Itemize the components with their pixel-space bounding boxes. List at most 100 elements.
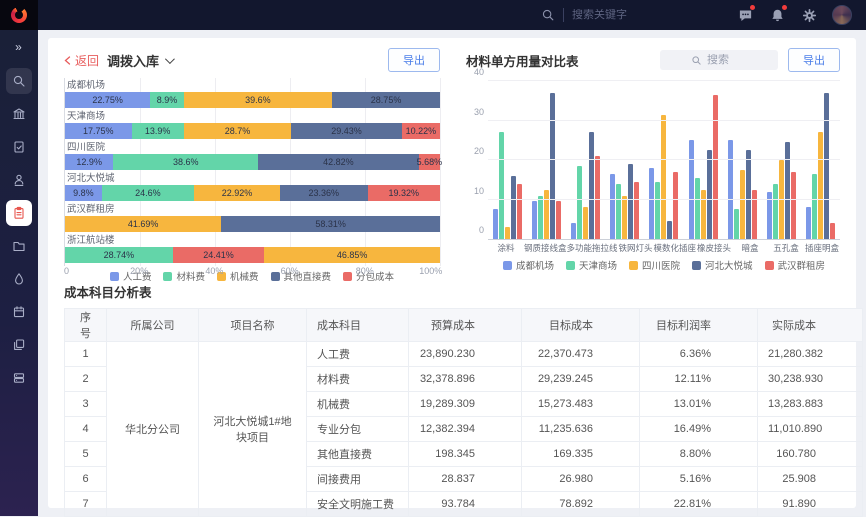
legend-item-分包成本[interactable]: 分包成本 [343, 269, 394, 283]
avatar[interactable] [832, 5, 852, 25]
legend-swatch [565, 260, 575, 270]
export-button-left[interactable]: 导出 [388, 48, 440, 72]
sidebar-item-ink-drop[interactable] [6, 266, 32, 292]
sidebar-item-clipboard[interactable] [6, 200, 32, 226]
gridline [215, 78, 216, 266]
bar-河北大悦城 [823, 92, 829, 239]
target-cell: 15,273.483 [521, 391, 640, 417]
x-tick-label: 40% [205, 266, 224, 276]
subject-cell: 间接费用 [306, 466, 409, 492]
bar-天津商场 [538, 195, 544, 239]
legend-item-人工费[interactable]: 人工费 [109, 269, 151, 283]
legend-item-四川医院[interactable]: 四川医院 [628, 258, 680, 272]
global-search[interactable] [541, 8, 682, 22]
bar-segment-材料费: 8.9% [150, 92, 184, 108]
bar-group-铁网灯头 [605, 82, 644, 239]
legend-item-其他直接费[interactable]: 其他直接费 [270, 269, 332, 283]
legend-item-天津商场[interactable]: 天津商场 [565, 258, 617, 272]
actual-cell: 91.890 [757, 491, 863, 517]
bar-河北大悦城 [667, 221, 673, 239]
bar-segment-材料费: 24.6% [101, 185, 194, 201]
legend-item-武汉群租房[interactable]: 武汉群租房 [764, 258, 825, 272]
legend-item-河北大悦城[interactable]: 河北大悦城 [692, 258, 753, 272]
bar-segment-机械费: 46.85% [264, 247, 440, 263]
table-row: 7 安全文明施工费 93.784 78.892 22.81% 91.890 [64, 491, 863, 517]
stacked-bar-row: 天津商场 17.75% 13.9% 28.7% 29.43% 10.22% [65, 111, 440, 139]
bar-四川医院 [739, 169, 745, 239]
message-icon[interactable] [736, 5, 755, 24]
bar-segment-材料费: 28.74% [65, 247, 173, 263]
row-index: 5 [64, 441, 107, 467]
bar-四川医院 [583, 207, 589, 239]
sidebar-item-database[interactable] [6, 365, 32, 391]
grouped-chart-title: 材料单方用量对比表 [466, 54, 579, 69]
sidebar-item-bank[interactable] [6, 101, 32, 127]
legend-swatch [628, 260, 638, 270]
gridline [365, 78, 366, 266]
bar-武汉群租房 [595, 156, 601, 239]
bar-group-涂料 [488, 82, 527, 239]
sidebar-item-document-check[interactable] [6, 134, 32, 160]
chevron-down-icon[interactable] [164, 53, 175, 64]
actual-cell: 21,280.382 [757, 341, 863, 367]
bar-武汉群租房 [712, 94, 718, 239]
legend-item-成都机场[interactable]: 成都机场 [502, 258, 554, 272]
sidebar-item-search[interactable] [6, 68, 32, 94]
x-tick-label: 20% [130, 266, 149, 276]
bar-河北大悦城 [589, 132, 595, 239]
sidebar-item-user[interactable] [6, 167, 32, 193]
bar-河北大悦城 [784, 142, 790, 239]
x-category-label: 铁网灯头 [618, 243, 653, 253]
bar-天津商场 [616, 183, 622, 239]
target-cell: 22,370.473 [521, 341, 640, 367]
margin-cell: 16.49% [639, 416, 758, 442]
subject-cell: 其他直接费 [306, 441, 409, 467]
export-button-right[interactable]: 导出 [788, 48, 840, 72]
gridline [140, 78, 141, 266]
bar-group-模数化插座 [644, 82, 683, 239]
bar-武汉群租房 [829, 223, 835, 239]
sidebar-item-layers[interactable] [6, 332, 32, 358]
bell-icon[interactable] [768, 5, 787, 24]
column-header: 预算成本 [408, 308, 522, 342]
bar-segment-机械费: 28.7% [183, 123, 292, 139]
y-tick-label: 40 [473, 67, 484, 77]
margin-cell: 12.11% [639, 366, 758, 392]
sidebar-item-folder[interactable] [6, 233, 32, 259]
x-category-label: 暗盒 [741, 243, 759, 253]
global-search-input[interactable] [572, 9, 682, 21]
bar-天津商场 [499, 132, 505, 239]
stacked-bar-row: 四川医院 12.9% 38.6% 42.82% 5.68% [65, 142, 442, 170]
sidebar-expand-icon[interactable]: » [15, 40, 23, 54]
x-category-label: 橡皮接头 [697, 243, 732, 253]
legend-item-材料费[interactable]: 材料费 [163, 269, 205, 283]
grouped-chart-legend: 成都机场 天津商场 四川医院 河北大悦城 武汉群租房 [488, 258, 840, 272]
legend-swatch [216, 271, 226, 281]
bar-成都机场 [649, 167, 655, 239]
x-category-label: 模数化插座 [653, 243, 697, 253]
app-logo[interactable] [0, 0, 38, 30]
bar-segment-分包成本: 10.22% [401, 123, 440, 139]
bar-武汉群租房 [790, 171, 796, 239]
legend-label: 河北大悦城 [705, 261, 753, 272]
bar-segment-分包成本: 24.41% [172, 247, 265, 263]
ink-drop-icon [15, 273, 23, 285]
gear-icon[interactable] [800, 6, 818, 24]
chart-search[interactable] [660, 50, 778, 70]
stacked-chart-legend: 人工费 材料费 机械费 其他直接费 分包成本 [64, 269, 440, 283]
bar-四川医院 [817, 132, 823, 239]
legend-label: 其他直接费 [283, 272, 332, 283]
column-header: 所属公司 [106, 308, 199, 342]
back-link[interactable]: 返回 [64, 52, 99, 69]
chart-search-input[interactable] [707, 54, 747, 66]
grouped-chart-panel: 材料单方用量对比表 导出 0 10 20 30 40 涂料钢质接线盒多功能拖拉线铁网灯头… [466, 48, 840, 274]
legend-swatch [109, 271, 119, 281]
stacked-chart-panel: 返回 调拨入库 导出 成都机场 22.75% 8.9% 39.6% 28.75% 天津商场… [64, 48, 442, 283]
sidebar-item-calendar[interactable] [6, 299, 32, 325]
y-tick-label: 30 [473, 106, 484, 117]
bar-武汉群租房 [673, 171, 679, 239]
legend-item-机械费[interactable]: 机械费 [216, 269, 259, 283]
target-cell: 11,235.636 [521, 416, 640, 442]
legend-swatch [270, 271, 280, 281]
page-title[interactable]: 调拨入库 [107, 53, 160, 69]
